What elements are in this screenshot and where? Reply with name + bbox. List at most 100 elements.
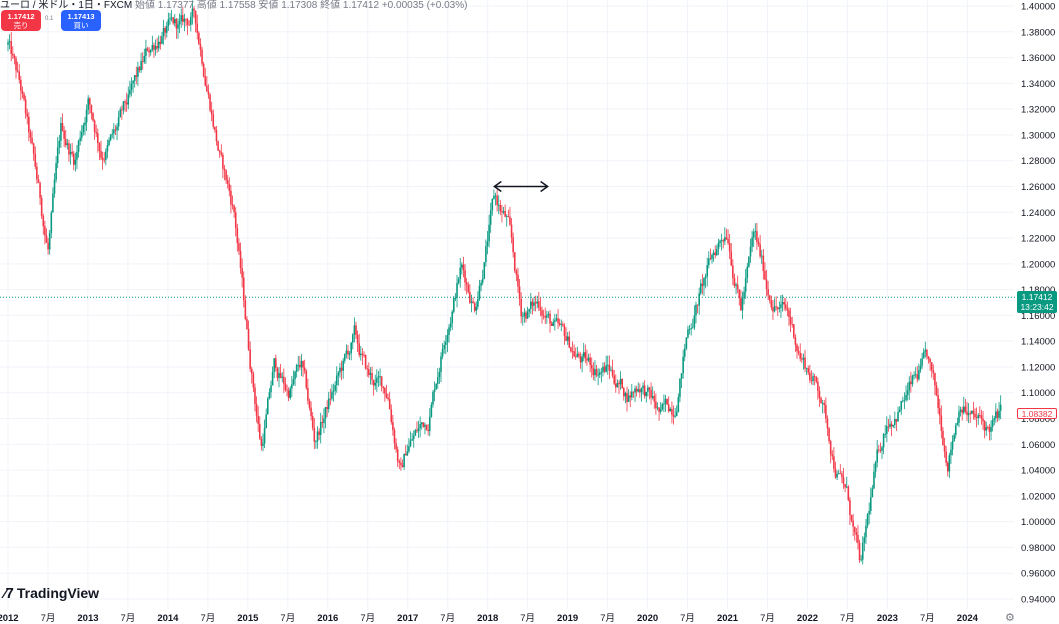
candle-body: [473, 303, 476, 311]
candle-body: [162, 28, 165, 37]
candle-body: [478, 285, 481, 299]
tradingview-mark-icon: ⁄7: [4, 585, 14, 602]
candle-body: [42, 215, 45, 227]
buy-button[interactable]: 1.17413 買い: [61, 10, 101, 31]
double-arrow-drawing[interactable]: [493, 180, 549, 193]
candle-body: [188, 24, 191, 26]
settings-icon[interactable]: ⚙: [1005, 612, 1015, 624]
candle-body: [977, 415, 980, 419]
candle-body: [58, 140, 61, 148]
candle-body: [453, 297, 455, 312]
candle-body: [85, 109, 88, 123]
candle-body: [132, 80, 134, 84]
price-axis[interactable]: 1.40000 1.38000 1.36000 1.34000 1.32000 1.300…: [1021, 2, 1055, 606]
candle-body: [602, 366, 604, 372]
symbol-title[interactable]: ユーロ / 米ドル・1日・FXCM: [0, 0, 133, 11]
candle-body: [170, 17, 173, 19]
candle-body: [172, 17, 174, 24]
candle-body: [834, 468, 837, 478]
candle-body: [369, 373, 372, 375]
candle-body: [388, 399, 391, 410]
candle-body: [71, 151, 73, 154]
candle-body: [691, 327, 694, 329]
candle-body: [711, 255, 713, 259]
candle-body: [324, 407, 327, 419]
candle-body: [145, 48, 147, 56]
candle-body: [647, 387, 649, 392]
candle-body: [653, 396, 656, 402]
candle-body: [762, 255, 765, 271]
candle-body: [760, 255, 763, 257]
candle-body: [908, 381, 911, 391]
candle-body: [279, 372, 282, 378]
candle-body: [177, 24, 179, 29]
candle-body: [432, 391, 434, 405]
time-axis[interactable]: 2012 7月 2013 7月 2014 7月 2015 7月 2016 7月 2017 7月 2018…: [0, 613, 979, 624]
candle-body: [674, 416, 676, 417]
candle-body: [629, 395, 632, 398]
candle-body: [894, 419, 896, 425]
candle-body: [130, 83, 133, 90]
candle-body: [45, 235, 48, 243]
candle-body: [491, 198, 494, 211]
candle-body: [956, 422, 959, 426]
candle-body: [368, 369, 370, 375]
candle-body: [319, 422, 322, 435]
tradingview-logo[interactable]: ⁄7 TradingView: [4, 585, 99, 602]
candle-body: [730, 251, 733, 266]
symbol-header[interactable]: ユーロ / 米ドル・1日・FXCM 始値 1.17377 高値 1.17558 …: [0, 0, 467, 11]
candle-body: [335, 375, 338, 386]
candle-body: [791, 324, 793, 325]
candle-body: [451, 311, 454, 324]
candle-body: [61, 122, 64, 131]
sell-button[interactable]: 1.17412 売り: [1, 10, 41, 31]
candle-body: [581, 356, 583, 363]
candle-body: [114, 129, 117, 131]
candle-body: [512, 237, 514, 253]
candle-body: [716, 249, 718, 256]
candle-body: [210, 110, 213, 115]
candle-body: [998, 410, 1000, 418]
candle-body: [683, 348, 686, 357]
spread-value: 0.1: [45, 16, 54, 22]
candle-body: [496, 195, 498, 206]
candle-body: [863, 537, 866, 543]
candle-body: [720, 240, 723, 242]
candle-body: [918, 370, 920, 380]
candle-body: [538, 301, 540, 308]
candle-body: [21, 90, 24, 94]
candle-body: [874, 462, 877, 472]
candle-body: [400, 462, 402, 465]
x-tick-label: 2018: [477, 613, 498, 624]
annotations[interactable]: [493, 180, 549, 193]
candle-body: [905, 394, 907, 400]
candle-body: [398, 460, 401, 463]
candle-body: [20, 79, 22, 91]
candle-body: [869, 497, 872, 512]
candle-body: [260, 438, 263, 446]
candle-body: [831, 454, 834, 457]
candle-body: [892, 424, 895, 427]
candle-body: [687, 329, 689, 338]
candle-body: [597, 374, 599, 376]
candle-body: [796, 344, 798, 352]
candle-body: [932, 370, 935, 374]
candle-body: [315, 441, 317, 443]
candle-body: [921, 358, 923, 366]
candle-body: [606, 364, 609, 366]
candle-body: [212, 114, 215, 127]
candle-body: [137, 67, 139, 77]
candle-body: [464, 270, 466, 283]
candle-body: [169, 18, 171, 20]
candle-body: [489, 210, 492, 225]
candle-body: [231, 204, 234, 206]
candle-body: [477, 298, 479, 307]
candle-body: [821, 403, 824, 404]
candle-body: [406, 451, 409, 456]
candle-body: [241, 268, 243, 278]
candle-body: [513, 252, 516, 271]
candle-body: [650, 389, 652, 398]
candle-body: [801, 358, 803, 360]
candle-body: [865, 525, 867, 538]
